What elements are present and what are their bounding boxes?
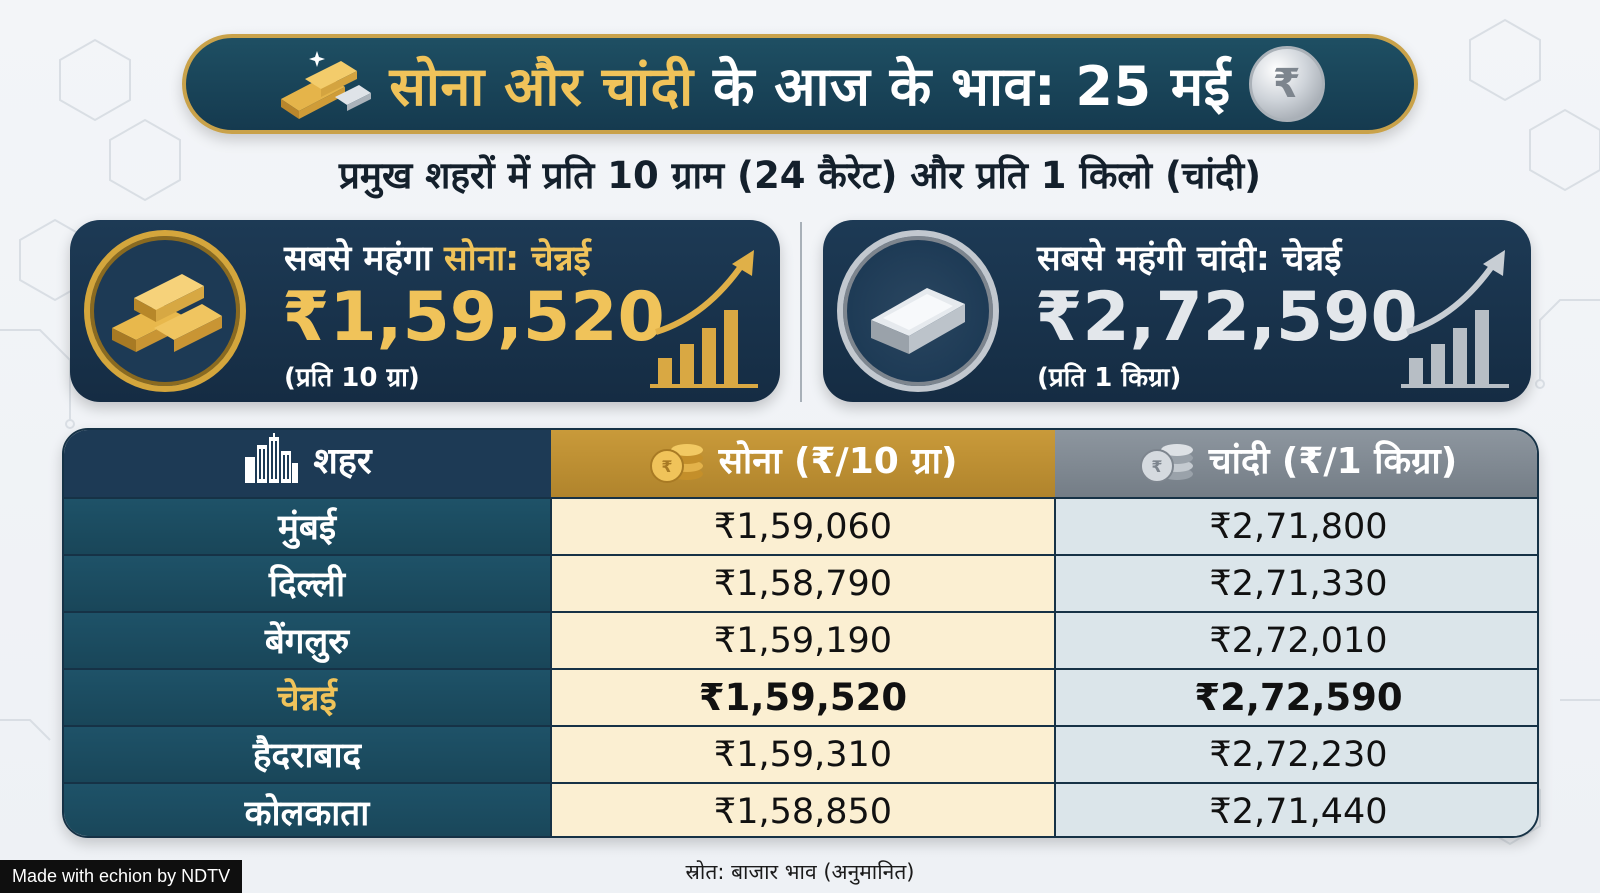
price-table: शहर ₹ सोना (₹/10 ग्रा): [62, 428, 1539, 838]
table-row: मुंबई ₹1,59,060 ₹2,71,800: [64, 497, 1537, 555]
made-with-watermark: Made with echion by NDTV: [0, 860, 243, 893]
silver-coins-icon: ₹: [1139, 444, 1193, 483]
city-cell: दिल्ली: [64, 554, 552, 612]
gold-price-cell: ₹1,59,520: [551, 668, 1056, 726]
table-header-row: शहर ₹ सोना (₹/10 ग्रा): [64, 430, 1537, 498]
table-row: हैदराबाद ₹1,59,310 ₹2,72,230: [64, 725, 1537, 783]
card-divider: [800, 222, 802, 402]
header-gold: ₹ सोना (₹/10 ग्रा): [551, 430, 1055, 498]
title-highlight: सोना और चांदी: [389, 55, 694, 118]
header-city: शहर: [64, 430, 551, 498]
title-banner: सोना और चांदी के आज के भाव: 25 मई ₹: [182, 34, 1418, 134]
gold-price-cell: ₹1,58,790: [551, 554, 1056, 612]
svg-text:₹: ₹: [1151, 457, 1162, 476]
gold-price-cell: ₹1,59,310: [551, 725, 1056, 783]
gold-bars-icon: [112, 274, 222, 352]
silver-bar-icon: [871, 288, 965, 354]
gold-price-cell: ₹1,59,190: [551, 611, 1056, 669]
city-cell: बेंगलुरु: [64, 611, 552, 669]
city-cell: मुंबई: [64, 497, 552, 555]
silver-price-cell: ₹2,72,010: [1055, 611, 1537, 669]
header-silver-label: चांदी (₹/1 किग्रा): [1208, 440, 1458, 482]
title-rest: के आज के भाव: 25 मई: [712, 55, 1231, 118]
gold-price-cell: ₹1,59,060: [551, 497, 1056, 555]
table-row: बेंगलुरु ₹1,59,190 ₹2,72,010: [64, 611, 1537, 669]
gold-label-accent: सोना:: [443, 239, 520, 279]
table-row-highlight: चेन्नई ₹1,59,520 ₹2,72,590: [64, 668, 1537, 726]
trend-up-chart-icon: [1401, 250, 1509, 388]
svg-text:₹: ₹: [661, 457, 672, 476]
silver-price-cell: ₹2,72,230: [1055, 725, 1537, 783]
silver-top-price: ₹2,72,590: [1035, 278, 1418, 357]
silver-price-cell: ₹2,72,590: [1055, 668, 1537, 726]
rupee-coin-icon: ₹: [1248, 46, 1325, 122]
silver-price-cell: ₹2,71,330: [1055, 554, 1537, 612]
gold-bars-icon: [281, 51, 372, 119]
coin-symbol: ₹: [1272, 61, 1301, 107]
header-city-label: शहर: [313, 440, 372, 482]
silver-highlight-card: सबसे महंगी चांदी: चेन्नई ₹2,72,590 (प्रत…: [823, 220, 1531, 402]
city-cell: कोलकाता: [64, 782, 552, 836]
gold-highlight-card: सबसे महंगा सोना: चेन्नई ₹1,59,520 (प्रति…: [70, 220, 780, 402]
table-row: दिल्ली ₹1,58,790 ₹2,71,330: [64, 554, 1537, 612]
silver-price-cell: ₹2,71,440: [1055, 782, 1537, 836]
silver-price-cell: ₹2,71,800: [1055, 497, 1537, 555]
header-silver: ₹ चांदी (₹/1 किग्रा): [1055, 430, 1537, 498]
city-cell: हैदराबाद: [64, 725, 552, 783]
subtitle: प्रमुख शहरों में प्रति 10 ग्राम (24 कैरे…: [338, 154, 1262, 197]
trend-up-chart-icon: [650, 250, 758, 388]
gold-coins-icon: ₹: [649, 444, 703, 483]
gold-label-city: चेन्नई: [531, 239, 591, 279]
silver-card-label: सबसे महंगी चांदी: चेन्नई: [1037, 239, 1342, 279]
silver-unit: (प्रति 1 किग्रा): [1037, 363, 1182, 393]
gold-price-cell: ₹1,58,850: [551, 782, 1056, 836]
gold-medal: [84, 230, 246, 392]
city-cell: चेन्नई: [64, 668, 552, 726]
gold-unit: (प्रति 10 ग्रा): [284, 363, 420, 393]
gold-card-label: सबसे महंगा सोना: चेन्नई: [284, 234, 591, 281]
silver-medal: [837, 230, 999, 392]
gold-label-prefix: सबसे महंगा: [284, 239, 432, 279]
gold-top-price: ₹1,59,520: [282, 278, 665, 357]
header-gold-label: सोना (₹/10 ग्रा): [718, 440, 958, 482]
page-title: सोना और चांदी के आज के भाव: 25 मई: [389, 47, 1230, 121]
source-note: स्रोत: बाजार भाव (अनुमानित): [685, 860, 915, 884]
city-buildings-icon: [245, 433, 299, 483]
table-row: कोलकाता ₹1,58,850 ₹2,71,440: [64, 782, 1537, 836]
